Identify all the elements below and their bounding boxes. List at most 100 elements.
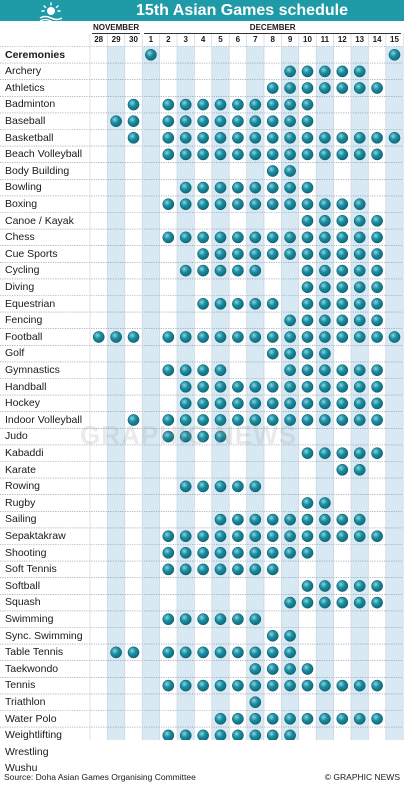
day-header: 4 [200,35,206,44]
event-dot [249,181,262,194]
schedule-grid [0,34,404,740]
event-dot [232,98,244,111]
event-dot [266,629,279,642]
event-dot [336,364,349,377]
sport-label: Athletics [5,81,45,94]
event-dot [319,131,331,144]
event-dot [249,613,262,626]
event-dot [249,563,262,576]
day-header: 29 [111,35,121,44]
event-dot [179,181,192,194]
event-dot [197,430,209,443]
sport-label: Canoe / Kayak [5,214,74,227]
month-header-november: NOVEMBER [92,23,140,32]
event-dot [284,712,296,725]
event-dot [232,414,244,426]
event-dot [214,331,227,343]
event-dot [353,513,366,526]
sport-label: Chess [5,231,35,244]
event-dot [214,231,227,244]
event-dot [301,82,314,94]
event-dot [266,712,279,725]
event-dot [388,131,401,144]
event-dot [319,513,331,526]
event-dot [388,331,401,343]
event-dot [371,380,383,393]
event-dot [179,264,192,277]
event-dot [179,480,192,493]
event-dot [319,347,331,360]
event-dot [214,115,227,128]
watermark: GRAPHIC NEWS [80,420,298,450]
column-band [281,46,299,740]
event-dot [197,646,209,659]
event-dot [284,679,296,692]
event-dot [336,414,349,426]
event-dot [336,214,349,227]
sport-label: Football [5,330,43,343]
event-dot [371,281,383,294]
source-note: Source: Doha Asian Games Organising Comm… [4,772,196,782]
event-dot [179,679,192,692]
event-dot [284,530,296,543]
event-dot [179,613,192,626]
day-header: 5 [218,35,223,44]
event-dot [284,513,296,526]
event-dot [336,580,349,592]
event-dot [179,148,192,161]
event-dot [232,613,244,626]
event-dot [301,712,314,725]
column-band [142,46,160,740]
event-dot [214,480,227,493]
event-dot [197,414,209,426]
sport-label: Soft Tennis [5,563,57,576]
event-dot [232,563,244,576]
event-dot [162,546,175,559]
event-dot [197,297,209,310]
event-dot [197,729,209,740]
day-header: 11 [320,35,330,44]
event-dot [197,380,209,393]
sport-label: Cue Sports [5,247,58,260]
event-dot [284,347,296,360]
event-dot [214,248,227,260]
event-dot [301,281,314,294]
event-dot [284,165,296,177]
event-dot [127,414,140,426]
event-dot [336,82,349,94]
day-header: 15 [390,35,399,44]
event-dot [249,297,262,310]
sport-label: Sync. Swimming [5,629,83,642]
event-dot [319,712,331,725]
event-dot [214,646,227,659]
event-dot [266,679,279,692]
event-dot [249,380,262,393]
event-dot [371,580,383,592]
day-header: 6 [235,35,241,44]
event-dot [301,679,314,692]
event-dot [388,48,401,61]
sport-label: Sailing [5,513,37,526]
event-dot [301,596,314,609]
event-dot [353,82,366,94]
month-rule-november [92,33,141,34]
event-dot [197,231,209,244]
credit-note: © GRAPHIC NEWS [324,772,400,782]
event-dot [301,497,314,509]
sport-label: Karate [5,463,36,476]
event-dot [179,530,192,543]
event-dot [232,729,244,740]
sport-label: Kabaddi [5,446,44,459]
event-dot [179,231,192,244]
sport-label: Rowing [5,480,41,493]
event-dot [214,131,227,144]
event-dot [249,663,262,675]
event-dot [197,264,209,277]
event-dot [284,380,296,393]
event-dot [232,231,244,244]
event-dot [371,264,383,277]
event-dot [336,65,349,78]
event-dot [249,530,262,543]
column-band [385,46,404,740]
event-dot [319,530,331,543]
